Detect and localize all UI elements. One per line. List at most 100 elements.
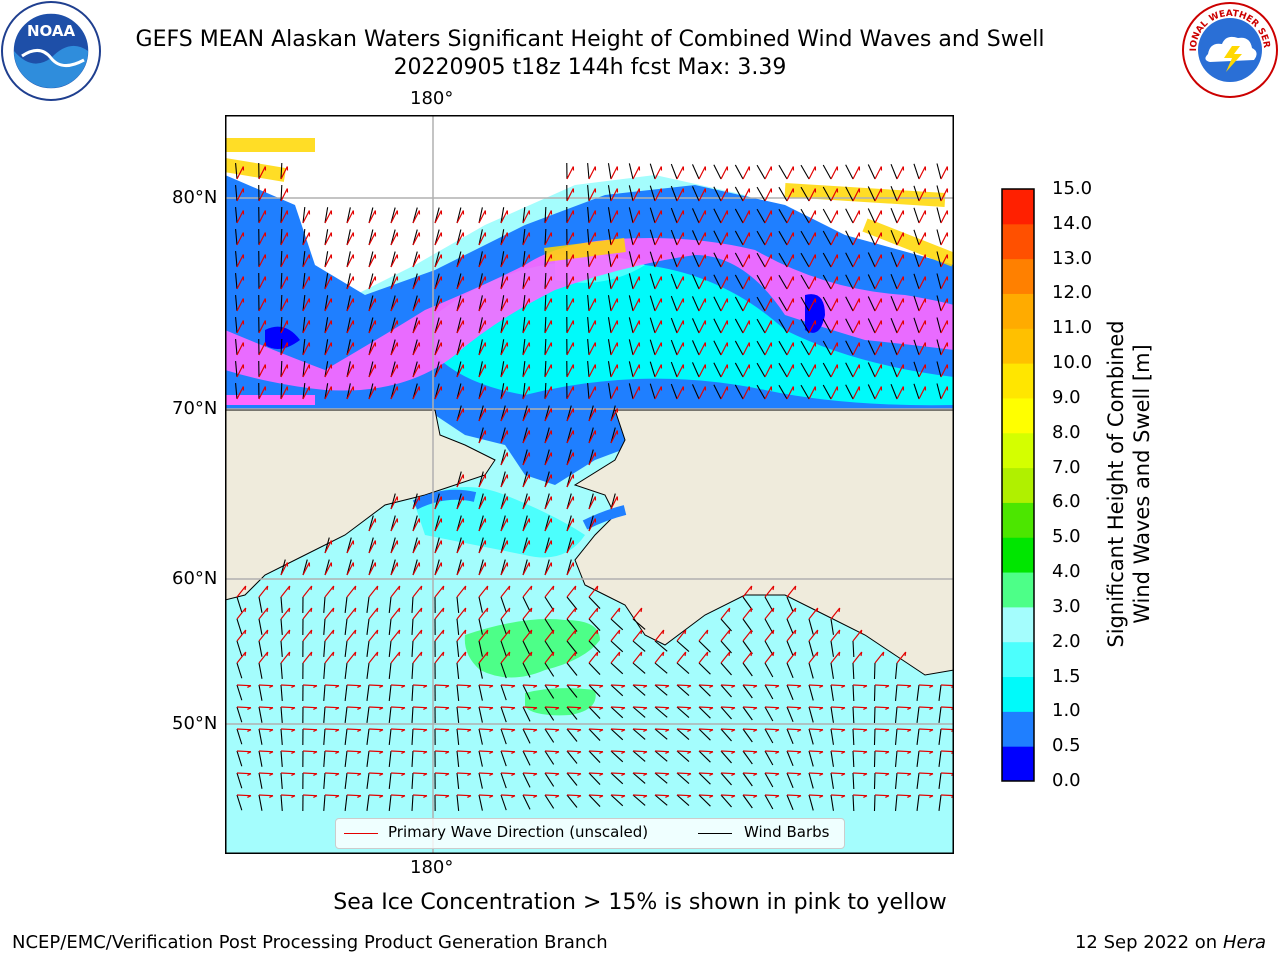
- wave-arrow-head: [929, 707, 934, 710]
- wind-barb: [610, 706, 624, 719]
- wave-arrow: [544, 320, 552, 334]
- wave-arrow-head: [398, 651, 401, 657]
- wave-arrow: [632, 276, 640, 290]
- wave-arrow: [654, 232, 662, 246]
- wind-barb: [544, 772, 555, 787]
- map-legend: Primary Wave Direction (unscaled) Wind B…: [335, 818, 845, 849]
- wave-arrow: [852, 386, 860, 400]
- wave-arrow: [896, 320, 904, 334]
- wind-barb: [698, 662, 711, 675]
- colorbar-tick-label: 3.0: [1052, 595, 1081, 617]
- wave-arrow: [610, 342, 618, 356]
- wind-barb: [258, 596, 263, 613]
- wind-barb: [258, 618, 263, 635]
- wave-arrow: [786, 210, 794, 224]
- wave-arrow: [786, 166, 794, 180]
- wave-arrow: [500, 474, 508, 488]
- wave-arrow: [610, 386, 618, 400]
- wave-arrow: [676, 772, 692, 775]
- wave-arrow-head: [797, 751, 802, 754]
- wave-arrow: [720, 386, 728, 400]
- wind-barb: [607, 361, 612, 378]
- wind-barb: [588, 750, 601, 763]
- wind-barb: [388, 750, 392, 767]
- wave-arrow-head: [508, 607, 511, 613]
- wave-arrow: [610, 210, 618, 224]
- wave-arrow-head: [530, 585, 533, 591]
- wind-barb: [500, 640, 507, 657]
- wave-arrow: [522, 794, 538, 797]
- wave-arrow-head: [929, 729, 934, 732]
- wind-barb: [368, 295, 374, 312]
- wave-arrow: [280, 562, 288, 576]
- wave-arrow-head: [379, 773, 384, 776]
- wave-arrow: [412, 342, 420, 356]
- wind-barb: [936, 185, 942, 202]
- wave-arrow: [720, 276, 728, 290]
- wind-barb: [632, 662, 646, 674]
- wave-arrow-head: [354, 607, 357, 613]
- wind-barb: [258, 684, 263, 701]
- wind-barb: [822, 164, 832, 180]
- wave-arrow: [522, 430, 530, 444]
- wave-arrow-head: [420, 607, 423, 613]
- wind-barb: [522, 361, 526, 378]
- wave-arrow: [610, 408, 618, 422]
- wave-arrow: [852, 706, 868, 709]
- wind-barb: [894, 662, 898, 679]
- wave-arrow: [500, 342, 508, 356]
- wind-barb: [800, 252, 810, 268]
- wave-arrow-head: [753, 751, 758, 754]
- wave-arrow: [456, 562, 464, 576]
- wave-arrow-head: [929, 773, 934, 776]
- wave-arrow-head: [489, 773, 494, 776]
- wind-barb: [236, 750, 243, 767]
- wave-arrow-head: [376, 651, 379, 657]
- wave-arrow-head: [269, 795, 274, 798]
- wind-barb: [800, 164, 810, 180]
- noaa-logo-text: NOAA: [27, 22, 76, 40]
- wind-barb: [670, 185, 678, 202]
- wave-arrow: [368, 607, 379, 620]
- wave-arrow: [654, 166, 662, 180]
- wind-barb: [713, 274, 722, 290]
- wave-arrow: [610, 772, 626, 775]
- wave-arrow: [566, 430, 574, 444]
- wind-barb: [411, 750, 414, 768]
- wave-arrow-head: [706, 651, 709, 657]
- wind-barb: [756, 252, 766, 268]
- wave-arrow: [830, 794, 846, 797]
- wind-barb: [500, 339, 505, 356]
- wave-arrow: [258, 342, 266, 356]
- wind-barb: [478, 772, 483, 789]
- wave-arrow: [632, 298, 640, 312]
- wind-barb: [500, 361, 505, 378]
- wave-arrow: [280, 794, 296, 797]
- wave-arrow: [830, 232, 838, 246]
- wave-arrow: [896, 794, 912, 797]
- wind-barb: [713, 296, 722, 312]
- wave-arrow-head: [863, 685, 868, 688]
- wave-arrow: [390, 684, 406, 687]
- wave-arrow: [742, 629, 753, 642]
- wave-arrow: [522, 496, 530, 510]
- wind-barb: [852, 640, 855, 658]
- wave-arrow-head: [621, 751, 626, 754]
- wind-barb: [830, 662, 834, 679]
- wind-barb: [235, 339, 238, 356]
- wave-arrow-head: [794, 629, 797, 635]
- wave-arrow: [434, 496, 442, 510]
- wind-barb: [280, 640, 283, 657]
- wave-arrow: [302, 342, 310, 356]
- wind-barb: [778, 340, 788, 356]
- wind-barb: [808, 794, 814, 811]
- arctic-water-cyan: [435, 260, 954, 406]
- wave-arrow: [412, 210, 420, 224]
- wave-arrow: [280, 232, 288, 246]
- wind-barb: [344, 640, 348, 657]
- wind-barb: [607, 251, 612, 268]
- colorbar-cell: [1002, 537, 1034, 573]
- wave-arrow: [654, 750, 670, 753]
- wave-arrow: [940, 706, 954, 709]
- wave-arrow: [786, 585, 797, 598]
